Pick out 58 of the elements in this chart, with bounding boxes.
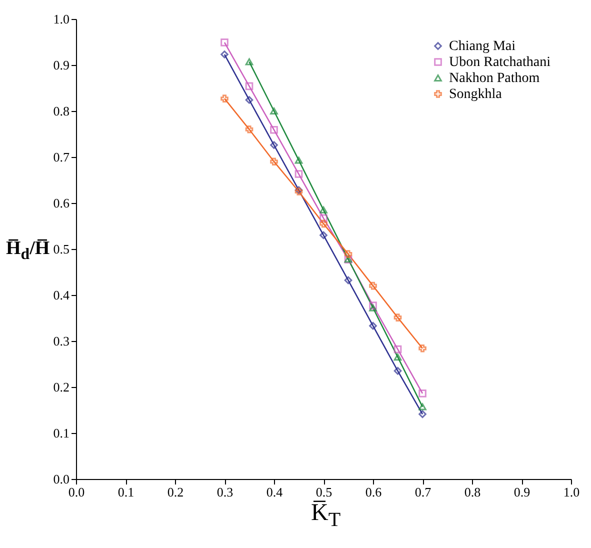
point — [320, 206, 328, 214]
x-tick-label: 0.1 — [118, 484, 134, 500]
point — [270, 158, 278, 166]
point — [245, 125, 254, 134]
point — [245, 96, 254, 104]
point — [270, 108, 278, 114]
point — [394, 314, 402, 322]
point — [220, 50, 228, 58]
x-tick-label: 0.6 — [365, 484, 382, 500]
point — [418, 390, 426, 398]
y-tick-label: 0.9 — [53, 58, 70, 72]
y-axis-title: H̅$_{d}$/H̅ — [6, 238, 50, 264]
point — [294, 156, 303, 164]
point — [369, 282, 377, 290]
point — [245, 58, 254, 66]
point — [270, 141, 278, 149]
y-tick-label: 0.0 — [53, 472, 70, 486]
legend-label: Ubon Ratchathani — [449, 55, 551, 70]
y-tick-label: 0.2 — [53, 380, 70, 394]
x-tick-label: 0.8 — [464, 484, 481, 500]
x-tick-label: 0.4 — [266, 484, 284, 500]
y-tick-label: 0.3 — [53, 334, 70, 348]
point — [320, 220, 328, 228]
point — [344, 250, 352, 258]
point — [245, 82, 254, 90]
point — [369, 322, 377, 330]
x-tick-label: 0.0 — [68, 484, 85, 500]
x-tick-label: 0.7 — [414, 484, 432, 500]
y-tick-label: 0.6 — [53, 196, 70, 210]
point — [294, 170, 303, 178]
point — [320, 214, 328, 222]
x-tick-label: 0.9 — [514, 484, 530, 500]
y-tick-label: 1.0 — [53, 12, 70, 26]
x-tick-label: 1.0 — [563, 484, 580, 500]
x-tick-label: 0.2 — [167, 484, 184, 500]
point — [394, 345, 402, 354]
point — [220, 94, 228, 102]
y-tick-label: 0.5 — [53, 242, 70, 256]
point — [394, 354, 402, 361]
point — [418, 403, 426, 410]
x-tick-label: 0.3 — [216, 484, 234, 500]
y-tick-label: 0.7 — [53, 150, 70, 164]
point — [220, 38, 228, 46]
point — [344, 276, 352, 284]
y-tick-label: 0.1 — [53, 426, 70, 440]
legend-label: Chiang Mai — [449, 39, 516, 54]
point — [418, 410, 426, 418]
point — [418, 344, 426, 352]
y-tick-label: 0.4 — [53, 288, 70, 302]
point — [369, 304, 377, 312]
point — [270, 126, 278, 134]
legend-label: Nakhon Pathom — [449, 71, 540, 86]
point — [394, 366, 402, 375]
legend-label: Songkhla — [449, 87, 503, 102]
point — [320, 231, 328, 240]
y-tick-label: 0.8 — [53, 104, 70, 118]
x-tick-label: 0.5 — [316, 484, 332, 500]
x-axis-title: K̅$_{T}$ — [311, 500, 341, 532]
